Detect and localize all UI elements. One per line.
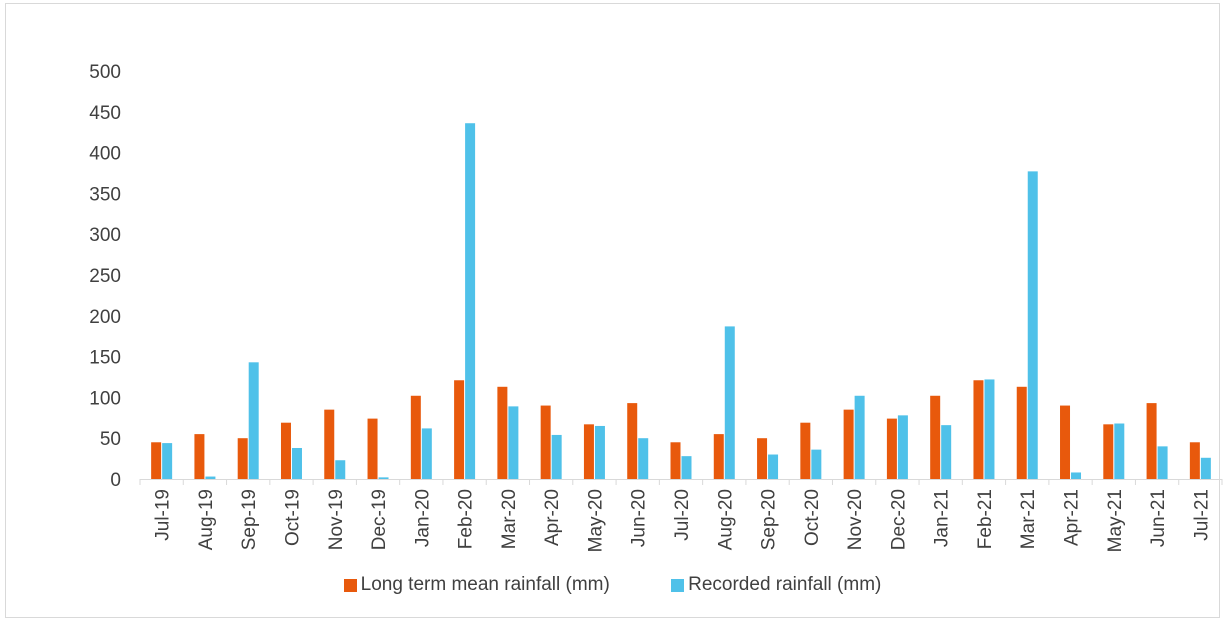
legend-swatch-long-term-mean: [343, 578, 357, 592]
x-tick-label: Nov-20: [845, 489, 866, 550]
x-tick-label: Jun-21: [1148, 489, 1169, 547]
chart-frame: [5, 3, 1220, 618]
bar-long-term-mean: [1060, 405, 1071, 479]
y-tick-label: 250: [89, 266, 121, 287]
y-tick-label: 100: [89, 388, 121, 409]
bar-long-term-mean: [367, 418, 378, 479]
bar-recorded: [1157, 446, 1168, 479]
bar-long-term-mean: [1016, 386, 1027, 479]
bar-recorded: [248, 362, 259, 479]
bar-recorded: [378, 477, 389, 479]
bar-recorded: [897, 415, 908, 479]
bar-long-term-mean: [627, 403, 638, 479]
bar-long-term-mean: [930, 395, 941, 479]
bar-recorded: [162, 443, 173, 479]
bar-long-term-mean: [670, 442, 681, 479]
bar-long-term-mean: [410, 395, 421, 479]
bar-recorded: [465, 123, 476, 479]
legend-label-recorded: Recorded rainfall (mm): [688, 574, 882, 595]
bar-long-term-mean: [843, 409, 854, 479]
bar-long-term-mean: [1146, 403, 1157, 479]
bar-long-term-mean: [454, 380, 465, 479]
bar-long-term-mean: [713, 434, 724, 479]
bar-recorded: [551, 434, 562, 479]
bar-long-term-mean: [1103, 424, 1114, 479]
x-tick-label: Jan-21: [932, 489, 953, 547]
x-tick-label: Oct-19: [282, 489, 303, 546]
x-tick-label: Feb-21: [975, 489, 996, 549]
x-tick-label: Feb-20: [456, 489, 477, 549]
x-tick-label: Sep-19: [239, 489, 260, 550]
bar-recorded: [291, 447, 302, 479]
x-tick-label: Nov-19: [326, 489, 347, 550]
bar-long-term-mean: [973, 380, 984, 479]
y-tick-label: 500: [89, 62, 121, 83]
bar-recorded: [941, 425, 952, 479]
bar-recorded: [421, 428, 432, 479]
y-tick-label: 50: [100, 429, 121, 450]
x-tick-label: Jul-21: [1191, 489, 1212, 541]
bar-recorded: [1200, 457, 1211, 479]
y-tick-label: 150: [89, 348, 121, 369]
bar-recorded: [768, 454, 779, 479]
bar-long-term-mean: [151, 442, 162, 479]
bar-recorded: [335, 460, 346, 479]
bar-long-term-mean: [1189, 442, 1200, 479]
bar-long-term-mean: [237, 438, 248, 479]
legend-item-recorded: Recorded rainfall (mm): [671, 574, 881, 596]
x-tick-label: Jan-20: [412, 489, 433, 547]
x-tick-label: Jul-19: [153, 489, 174, 541]
bar-long-term-mean: [583, 424, 594, 479]
bar-recorded: [638, 438, 649, 479]
y-tick-label: 300: [89, 225, 121, 246]
bar-long-term-mean: [324, 409, 335, 479]
bar-recorded: [594, 425, 605, 479]
bar-recorded: [1114, 423, 1125, 479]
legend-swatch-recorded: [671, 578, 685, 592]
legend-label-long-term-mean: Long term mean rainfall (mm): [360, 574, 610, 595]
bar-long-term-mean: [886, 418, 897, 479]
y-tick-label: 450: [89, 103, 121, 124]
x-axis-ticks: Jul-19 Aug-19 Sep-19 Oct-19 Nov-19 Dec-19 Jan-…: [139, 479, 1223, 552]
x-tick-label: May-21: [1105, 489, 1126, 552]
bar-long-term-mean: [540, 405, 551, 479]
bar-recorded: [508, 406, 519, 479]
x-tick-label: Dec-19: [369, 489, 390, 550]
bar-recorded: [724, 326, 735, 479]
x-tick-label: Apr-20: [542, 489, 563, 546]
bar-long-term-mean: [757, 438, 768, 479]
x-tick-label: May-20: [585, 489, 606, 552]
y-tick-label: 350: [89, 184, 121, 205]
legend-item-long-term-mean: Long term mean rainfall (mm): [343, 574, 610, 596]
x-tick-label: Aug-19: [196, 489, 217, 550]
bar-recorded: [205, 476, 216, 479]
x-tick-label: Jul-20: [672, 489, 693, 541]
x-tick-label: Aug-20: [715, 489, 736, 550]
bar-recorded: [854, 395, 865, 479]
bar-long-term-mean: [194, 434, 205, 479]
x-tick-label: Jun-20: [629, 489, 650, 547]
bar-recorded: [811, 449, 822, 479]
y-tick-label: 200: [89, 307, 121, 328]
x-tick-label: Dec-20: [888, 489, 909, 550]
x-tick-label: Sep-20: [759, 489, 780, 550]
x-tick-label: Mar-20: [499, 489, 520, 549]
bar-recorded: [1027, 171, 1038, 480]
bar-recorded: [984, 379, 995, 479]
y-axis-ticks: 0 50 100 150 200 250 300 350 400 450 500: [89, 62, 121, 491]
bar-long-term-mean: [497, 386, 508, 479]
bar-long-term-mean: [800, 422, 811, 479]
legend: Long term mean rainfall (mm) Recorded ra…: [0, 574, 1225, 598]
x-tick-label: Apr-21: [1062, 489, 1083, 546]
x-tick-label: Mar-21: [1018, 489, 1039, 549]
x-tick-label: Oct-20: [802, 489, 823, 546]
bar-long-term-mean: [280, 422, 291, 479]
bar-recorded: [681, 456, 692, 479]
bar-recorded: [1071, 472, 1082, 479]
y-tick-label: 0: [110, 470, 121, 491]
y-tick-label: 400: [89, 144, 121, 165]
bars: [151, 123, 1211, 480]
